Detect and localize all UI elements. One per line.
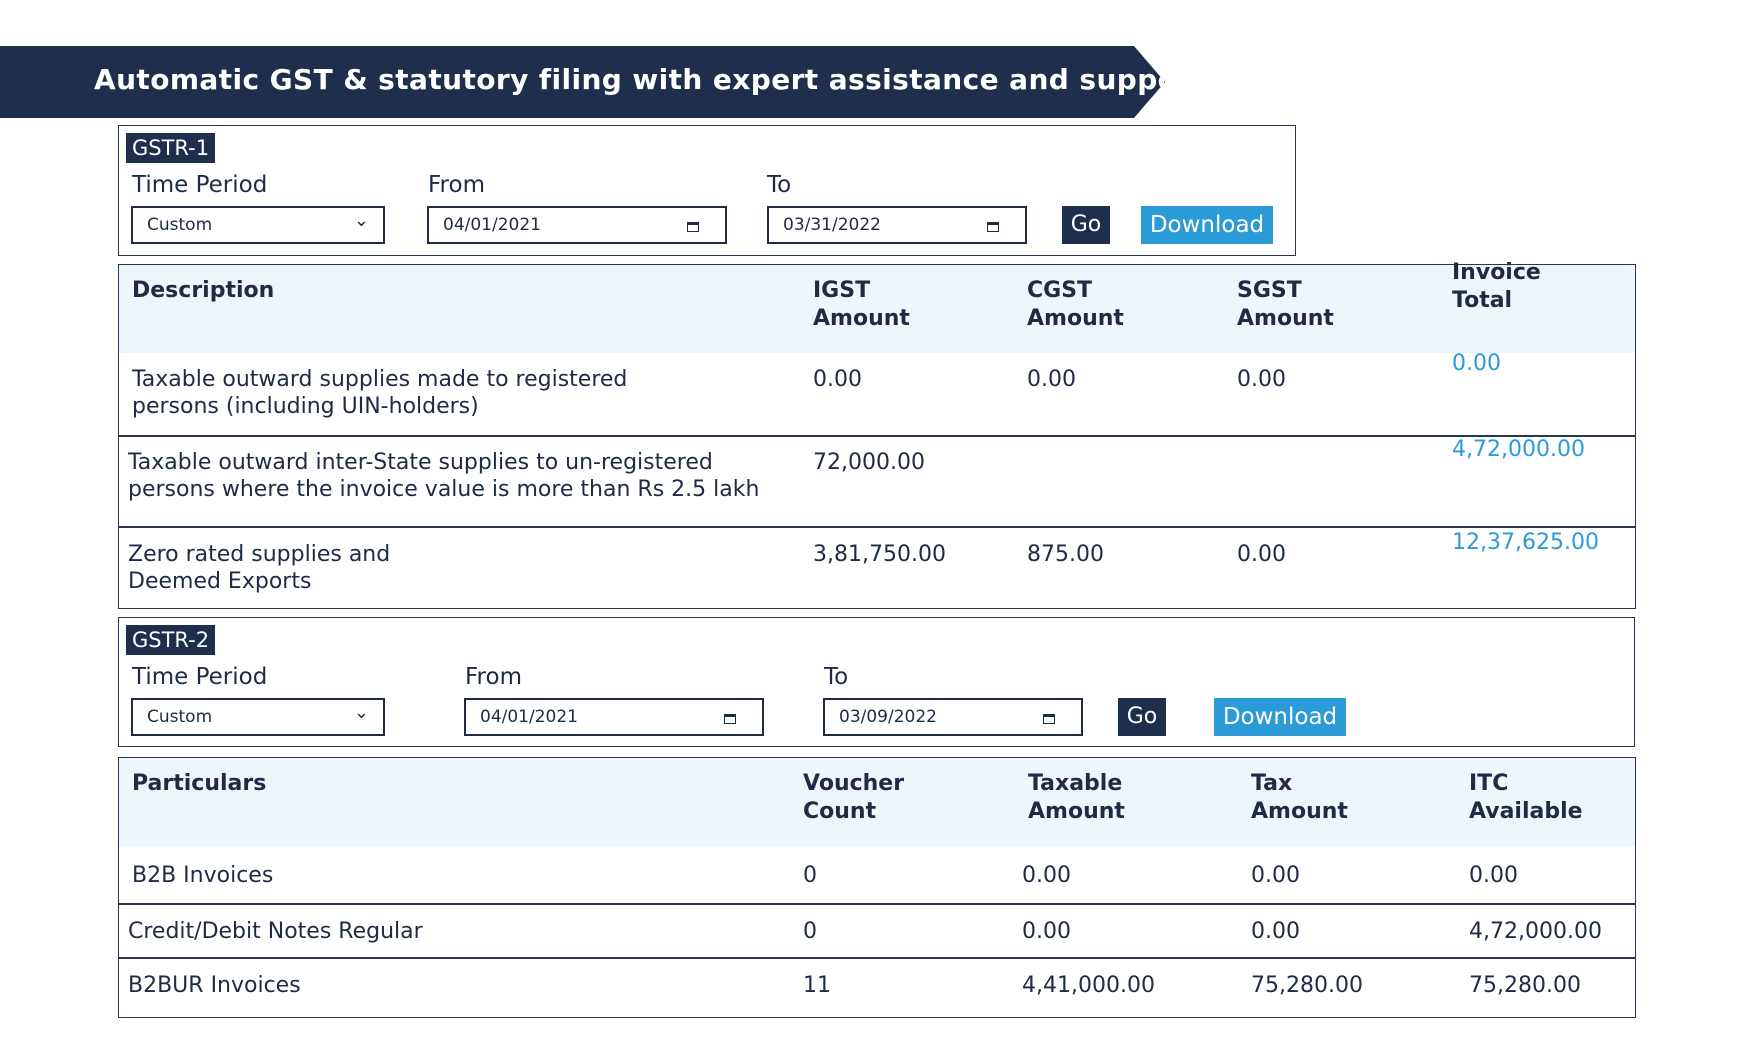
- column-header-sgst: SGST Amount: [1237, 278, 1334, 331]
- cell-voucher-count: 0: [803, 919, 817, 944]
- gstr2-badge: GSTR-2: [126, 625, 216, 655]
- cell-taxable-amount: 0.00: [1022, 863, 1071, 888]
- cell-invoice-total-link[interactable]: 0.00: [1452, 351, 1501, 376]
- chevron-down-icon: ⌄: [353, 702, 369, 723]
- cell-taxable-amount: 0.00: [1022, 919, 1071, 944]
- time-period-value: Custom: [147, 215, 213, 235]
- calendar-icon[interactable]: [687, 222, 699, 232]
- to-date-value: 03/31/2022: [783, 215, 881, 235]
- column-header-invoice-total: Invoice Total: [1452, 260, 1541, 313]
- cell-sgst: 0.00: [1237, 542, 1286, 567]
- gstr2-filter-panel: GSTR-2 Time Period From To Custom ⌄ 04/0…: [118, 617, 1635, 747]
- cell-taxable-amount: 4,41,000.00: [1022, 973, 1155, 998]
- cell-invoice-total-link[interactable]: 4,72,000.00: [1452, 437, 1585, 462]
- cell-itc-available: 0.00: [1469, 863, 1518, 888]
- calendar-icon[interactable]: [987, 222, 999, 232]
- cell-voucher-count: 11: [803, 973, 831, 998]
- time-period-label: Time Period: [132, 664, 268, 690]
- row-divider: [119, 526, 1635, 528]
- cell-particulars: B2B Invoices: [132, 863, 274, 888]
- column-header-tax-amount: Tax Amount: [1251, 771, 1348, 824]
- cell-cgst: 0.00: [1027, 367, 1076, 392]
- cell-itc-available: 4,72,000.00: [1469, 919, 1602, 944]
- download-button[interactable]: Download: [1214, 698, 1346, 736]
- cell-igst: 72,000.00: [813, 450, 925, 475]
- gstr1-filter-panel: GSTR-1 Time Period From To Custom ⌄ 04/0…: [118, 125, 1296, 256]
- cell-tax-amount: 75,280.00: [1251, 973, 1363, 998]
- cell-particulars: B2BUR Invoices: [128, 973, 301, 998]
- cell-description: Taxable outward supplies made to registe…: [132, 367, 628, 419]
- from-date-value: 04/01/2021: [480, 707, 578, 727]
- column-header-cgst: CGST Amount: [1027, 278, 1124, 331]
- cell-igst: 3,81,750.00: [813, 542, 946, 567]
- cell-igst: 0.00: [813, 367, 862, 392]
- time-period-select[interactable]: Custom ⌄: [131, 206, 385, 244]
- from-label: From: [428, 172, 485, 198]
- cell-description: Taxable outward inter-State supplies to …: [128, 450, 760, 502]
- row-divider: [119, 435, 1635, 437]
- time-period-select[interactable]: Custom ⌄: [131, 698, 385, 736]
- to-date-input[interactable]: 03/09/2022: [823, 698, 1083, 736]
- banner: Automatic GST & statutory filing with ex…: [0, 46, 1165, 118]
- column-header-itc-available: ITC Available: [1469, 771, 1583, 824]
- go-button[interactable]: Go: [1118, 698, 1166, 736]
- cell-tax-amount: 0.00: [1251, 919, 1300, 944]
- cell-particulars: Credit/Debit Notes Regular: [128, 919, 423, 944]
- cell-invoice-total-link[interactable]: 12,37,625.00: [1452, 530, 1599, 555]
- cell-sgst: 0.00: [1237, 367, 1286, 392]
- download-button[interactable]: Download: [1141, 206, 1273, 244]
- cell-description: Zero rated supplies and Deemed Exports: [128, 542, 391, 594]
- calendar-icon[interactable]: [1043, 714, 1055, 724]
- gstr1-summary-table: Description IGST Amount CGST Amount SGST…: [118, 260, 1636, 609]
- column-header-voucher-count: Voucher Count: [803, 771, 905, 824]
- to-date-value: 03/09/2022: [839, 707, 937, 727]
- chevron-down-icon: ⌄: [353, 210, 369, 231]
- from-date-value: 04/01/2021: [443, 215, 541, 235]
- to-label: To: [767, 172, 792, 198]
- gstr1-badge: GSTR-1: [126, 133, 216, 163]
- banner-title: Automatic GST & statutory filing with ex…: [94, 63, 1206, 96]
- cell-voucher-count: 0: [803, 863, 817, 888]
- from-date-input[interactable]: 04/01/2021: [464, 698, 764, 736]
- column-header-taxable-amount: Taxable Amount: [1028, 771, 1125, 824]
- to-date-input[interactable]: 03/31/2022: [767, 206, 1027, 244]
- gstr2-summary-table: Particulars Voucher Count Taxable Amount…: [118, 757, 1636, 1018]
- column-header-description: Description: [132, 278, 275, 303]
- cell-cgst: 875.00: [1027, 542, 1104, 567]
- table-header: Description IGST Amount CGST Amount SGST…: [119, 260, 1635, 353]
- table-header: Particulars Voucher Count Taxable Amount…: [119, 758, 1635, 846]
- from-label: From: [465, 664, 522, 690]
- to-label: To: [824, 664, 849, 690]
- from-date-input[interactable]: 04/01/2021: [427, 206, 727, 244]
- column-header-particulars: Particulars: [132, 771, 267, 796]
- row-divider: [119, 957, 1635, 959]
- go-button[interactable]: Go: [1062, 206, 1110, 244]
- cell-itc-available: 75,280.00: [1469, 973, 1581, 998]
- calendar-icon[interactable]: [724, 714, 736, 724]
- column-header-igst: IGST Amount: [813, 278, 910, 331]
- row-divider: [119, 903, 1635, 905]
- cell-tax-amount: 0.00: [1251, 863, 1300, 888]
- time-period-label: Time Period: [132, 172, 268, 198]
- time-period-value: Custom: [147, 707, 213, 727]
